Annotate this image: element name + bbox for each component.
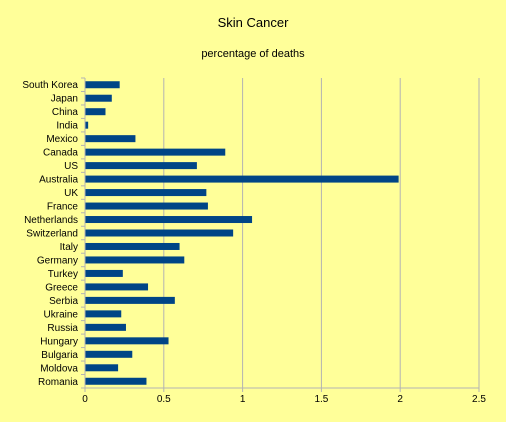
category-label-21: Moldova: [40, 363, 78, 374]
bars: [85, 81, 399, 385]
category-label-14: Turkey: [48, 269, 78, 280]
category-label-12: Italy: [60, 242, 78, 253]
bar-6: [85, 162, 197, 170]
category-label-3: India: [56, 121, 78, 132]
bar-5: [85, 148, 226, 156]
category-label-15: Greece: [45, 282, 78, 293]
bar-10: [85, 216, 253, 224]
category-label-9: France: [47, 202, 79, 213]
category-label-4: Mexico: [46, 134, 78, 145]
bar-1: [85, 94, 112, 102]
category-label-18: Russia: [47, 323, 78, 334]
category-label-8: UK: [64, 188, 78, 199]
x-tick-label-1: 0.5: [157, 394, 171, 405]
gridlines: [163, 78, 480, 388]
bar-0: [85, 81, 120, 89]
chart-title: Skin Cancer: [218, 15, 289, 30]
bar-2: [85, 108, 106, 116]
bar-12: [85, 242, 180, 250]
category-label-2: China: [52, 107, 79, 118]
category-label-20: Bulgaria: [41, 350, 78, 361]
axes: [81, 77, 480, 392]
category-label-7: Australia: [39, 175, 78, 186]
x-tick-label-0: 0: [82, 394, 88, 405]
bar-17: [85, 310, 122, 318]
category-label-1: Japan: [51, 94, 78, 105]
x-tick-label-3: 1.5: [314, 394, 328, 405]
x-tick-label-4: 2: [397, 394, 403, 405]
bar-15: [85, 283, 149, 291]
category-label-17: Ukraine: [44, 309, 79, 320]
bar-21: [85, 364, 119, 372]
x-tick-label-5: 2.5: [472, 394, 486, 405]
category-label-10: Netherlands: [24, 215, 78, 226]
category-label-16: Serbia: [49, 296, 78, 307]
x-tick-label-2: 1: [240, 394, 246, 405]
category-label-6: US: [64, 161, 78, 172]
category-label-13: Germany: [37, 255, 78, 266]
category-labels: South Korea Japan China India Mexico Canada US…: [22, 80, 78, 388]
bar-11: [85, 229, 234, 237]
bar-9: [85, 202, 208, 210]
category-label-5: Canada: [43, 148, 78, 159]
chart-subtitle: percentage of deaths: [201, 48, 305, 60]
category-label-0: South Korea: [22, 80, 78, 91]
bar-20: [85, 350, 133, 358]
bar-19: [85, 337, 169, 345]
category-label-22: Romania: [38, 377, 78, 388]
bar-22: [85, 377, 147, 385]
bar-13: [85, 256, 185, 264]
category-label-19: Hungary: [40, 336, 78, 347]
bar-4: [85, 135, 136, 143]
category-label-11: Switzerland: [26, 229, 78, 240]
bar-16: [85, 296, 175, 304]
x-tick-labels: 0 0.5 1 1.5 2 2.5: [82, 394, 486, 405]
bar-3: [85, 121, 89, 129]
bar-8: [85, 189, 207, 197]
bar-14: [85, 269, 123, 277]
bar-7: [85, 175, 399, 183]
bar-18: [85, 323, 126, 331]
